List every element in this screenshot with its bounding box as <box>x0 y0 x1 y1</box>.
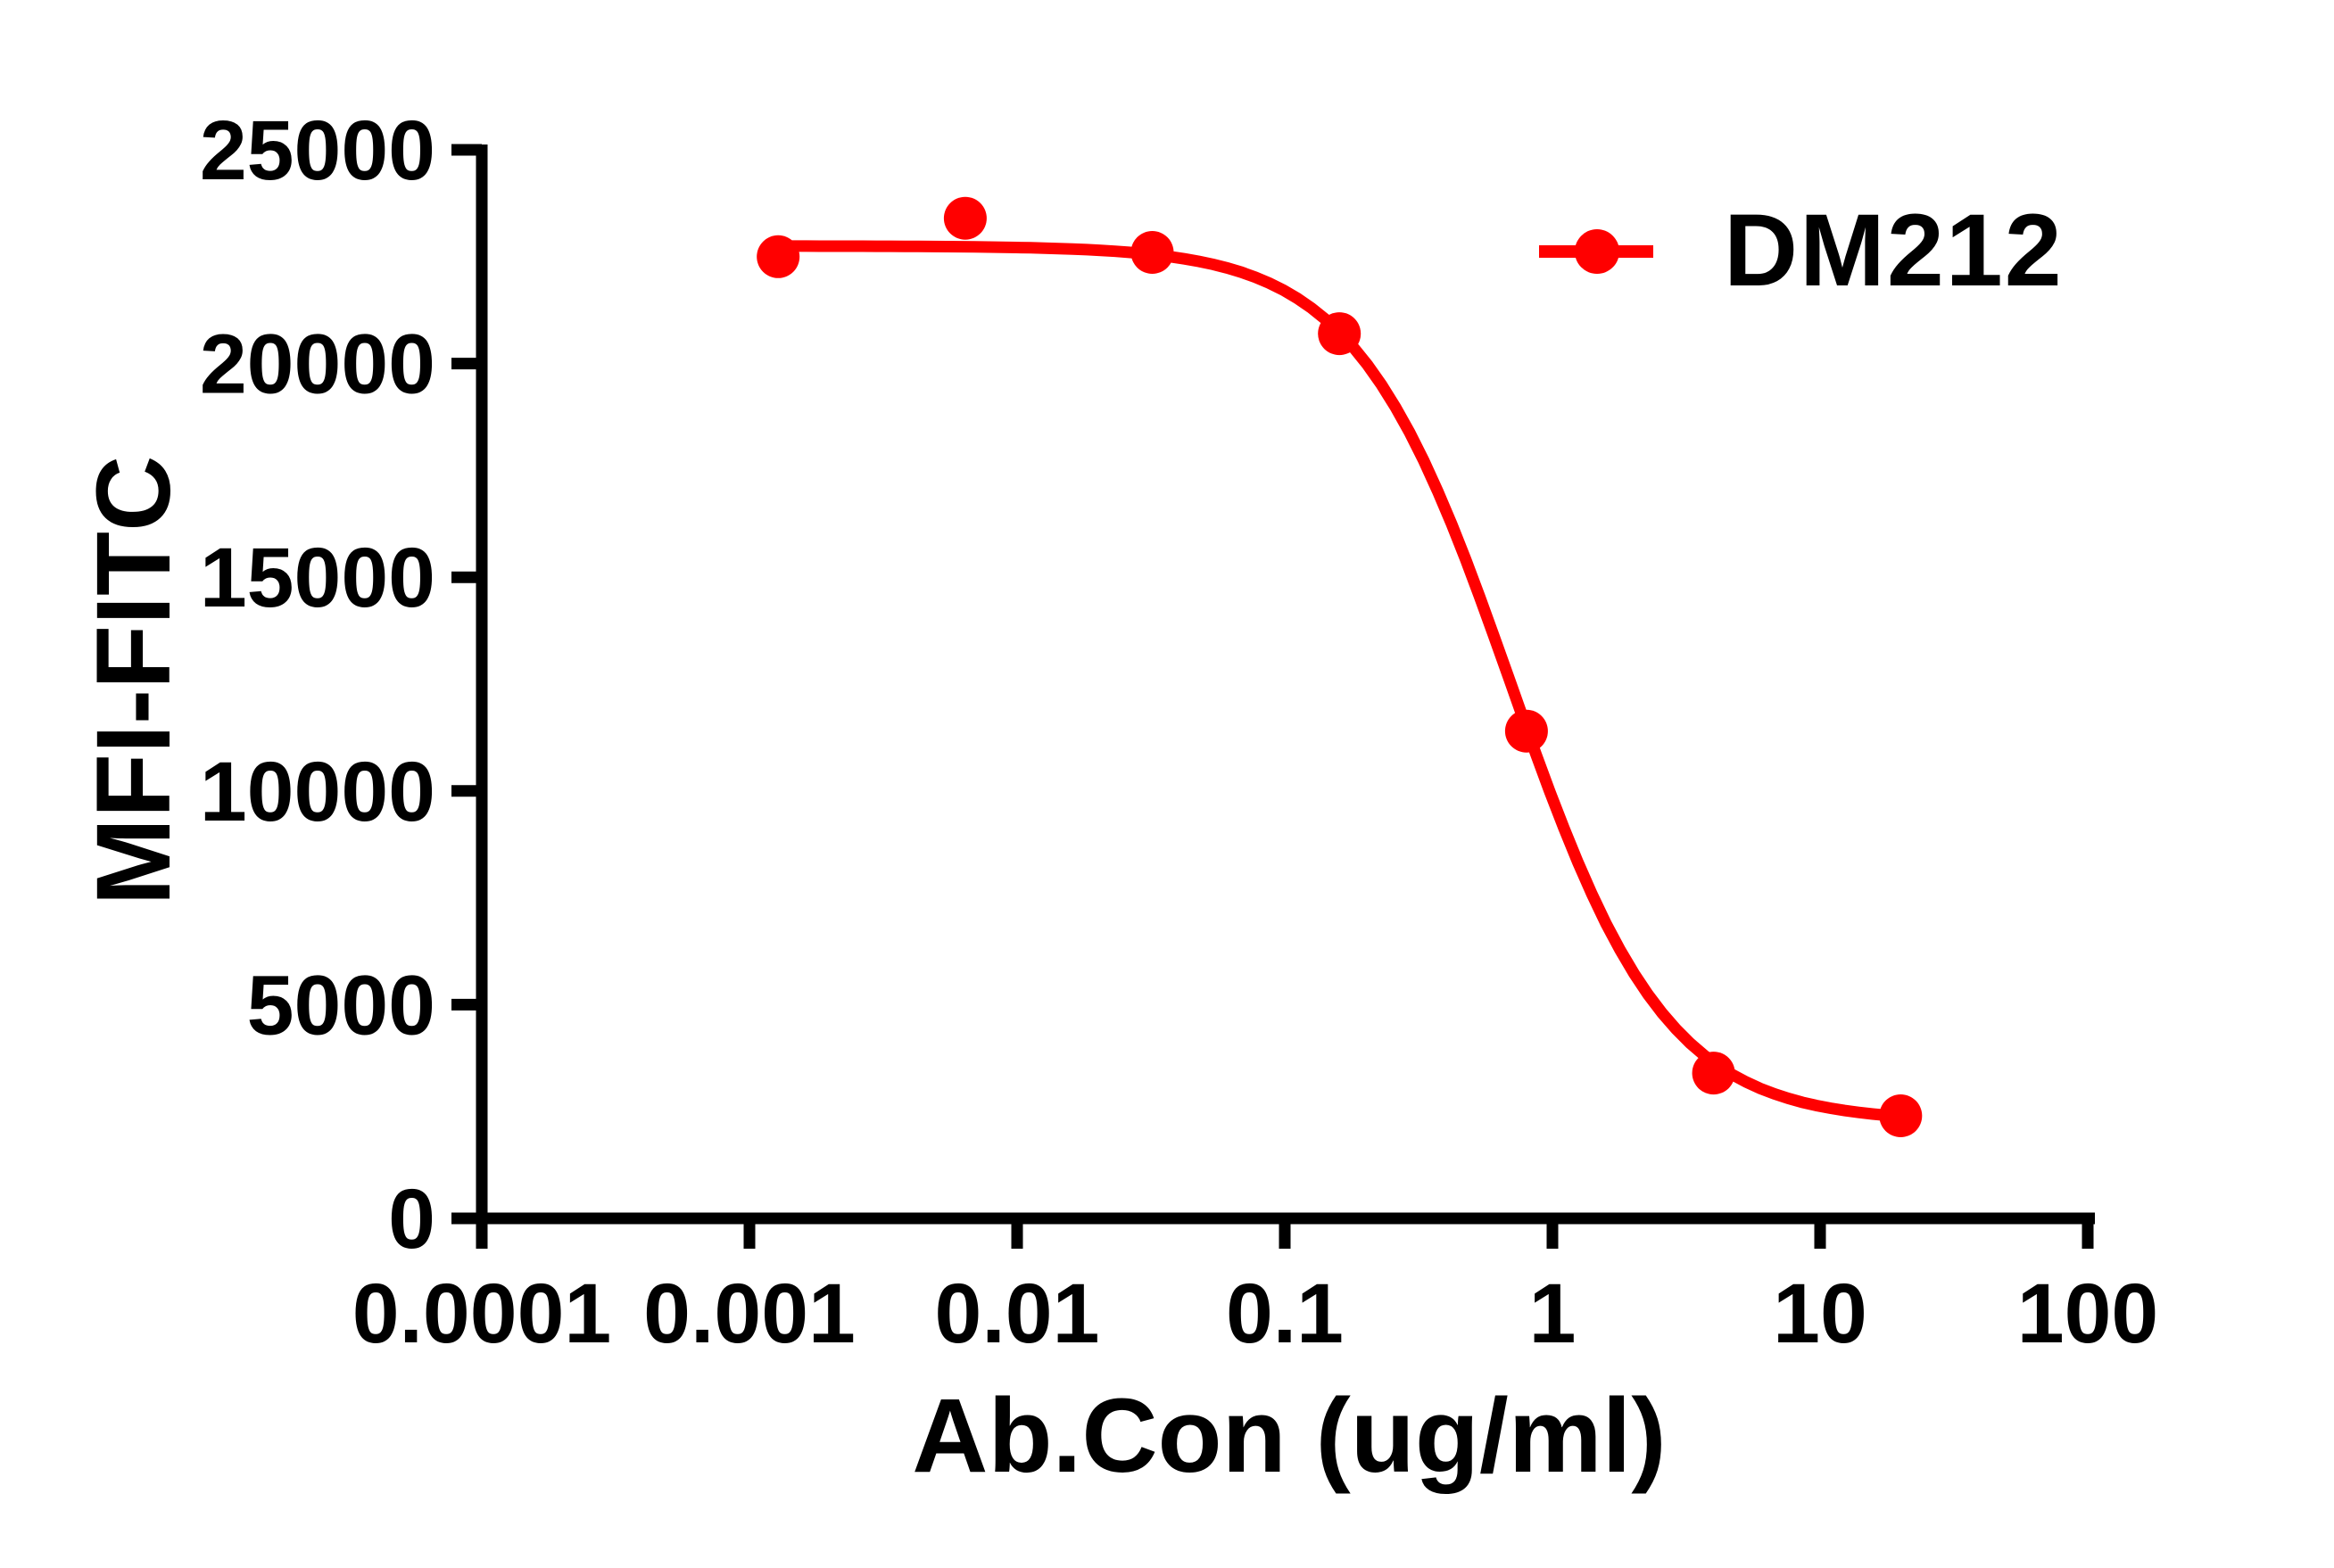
fit-curve <box>772 240 1907 1123</box>
x-axis-title: Ab.Con (ug/ml) <box>912 1377 1666 1495</box>
x-tick-label: 10 <box>1773 1267 1867 1361</box>
data-points <box>757 196 1923 1137</box>
y-axis-ticks <box>451 144 482 1225</box>
data-point <box>1130 231 1174 274</box>
data-point <box>757 235 800 278</box>
data-point <box>1318 312 1362 356</box>
legend-marker-icon <box>1575 229 1619 274</box>
x-axis-tick-labels: 0.0001 0.001 0.01 0.1 1 10 100 <box>352 1267 2159 1361</box>
y-tick-label: 15000 <box>200 531 435 625</box>
legend-series-label: DM212 <box>1724 194 2064 308</box>
y-tick-label: 10000 <box>200 745 435 839</box>
x-tick-label: 100 <box>2017 1267 2159 1361</box>
data-point <box>1504 709 1548 753</box>
data-point <box>943 196 987 240</box>
x-tick-label: 0.1 <box>1226 1267 1344 1361</box>
x-tick-label: 1 <box>1529 1267 1577 1361</box>
data-point <box>1879 1094 1923 1137</box>
y-axis-tick-labels: 0 5000 10000 15000 20000 25000 <box>200 103 435 1267</box>
y-tick-label: 5000 <box>247 958 435 1052</box>
series-dm212 <box>757 196 1923 1137</box>
y-tick-label: 25000 <box>200 103 435 198</box>
legend: DM212 <box>1539 194 2064 308</box>
x-tick-label: 0.001 <box>643 1267 856 1361</box>
y-tick-label: 0 <box>388 1172 435 1267</box>
x-tick-label: 0.0001 <box>352 1267 612 1361</box>
y-tick-label: 20000 <box>200 318 435 412</box>
data-point <box>1692 1052 1735 1095</box>
x-tick-label: 0.01 <box>935 1267 1100 1361</box>
x-axis-ticks <box>476 1218 2094 1249</box>
y-axis-title: MFI-FITC <box>75 456 193 906</box>
